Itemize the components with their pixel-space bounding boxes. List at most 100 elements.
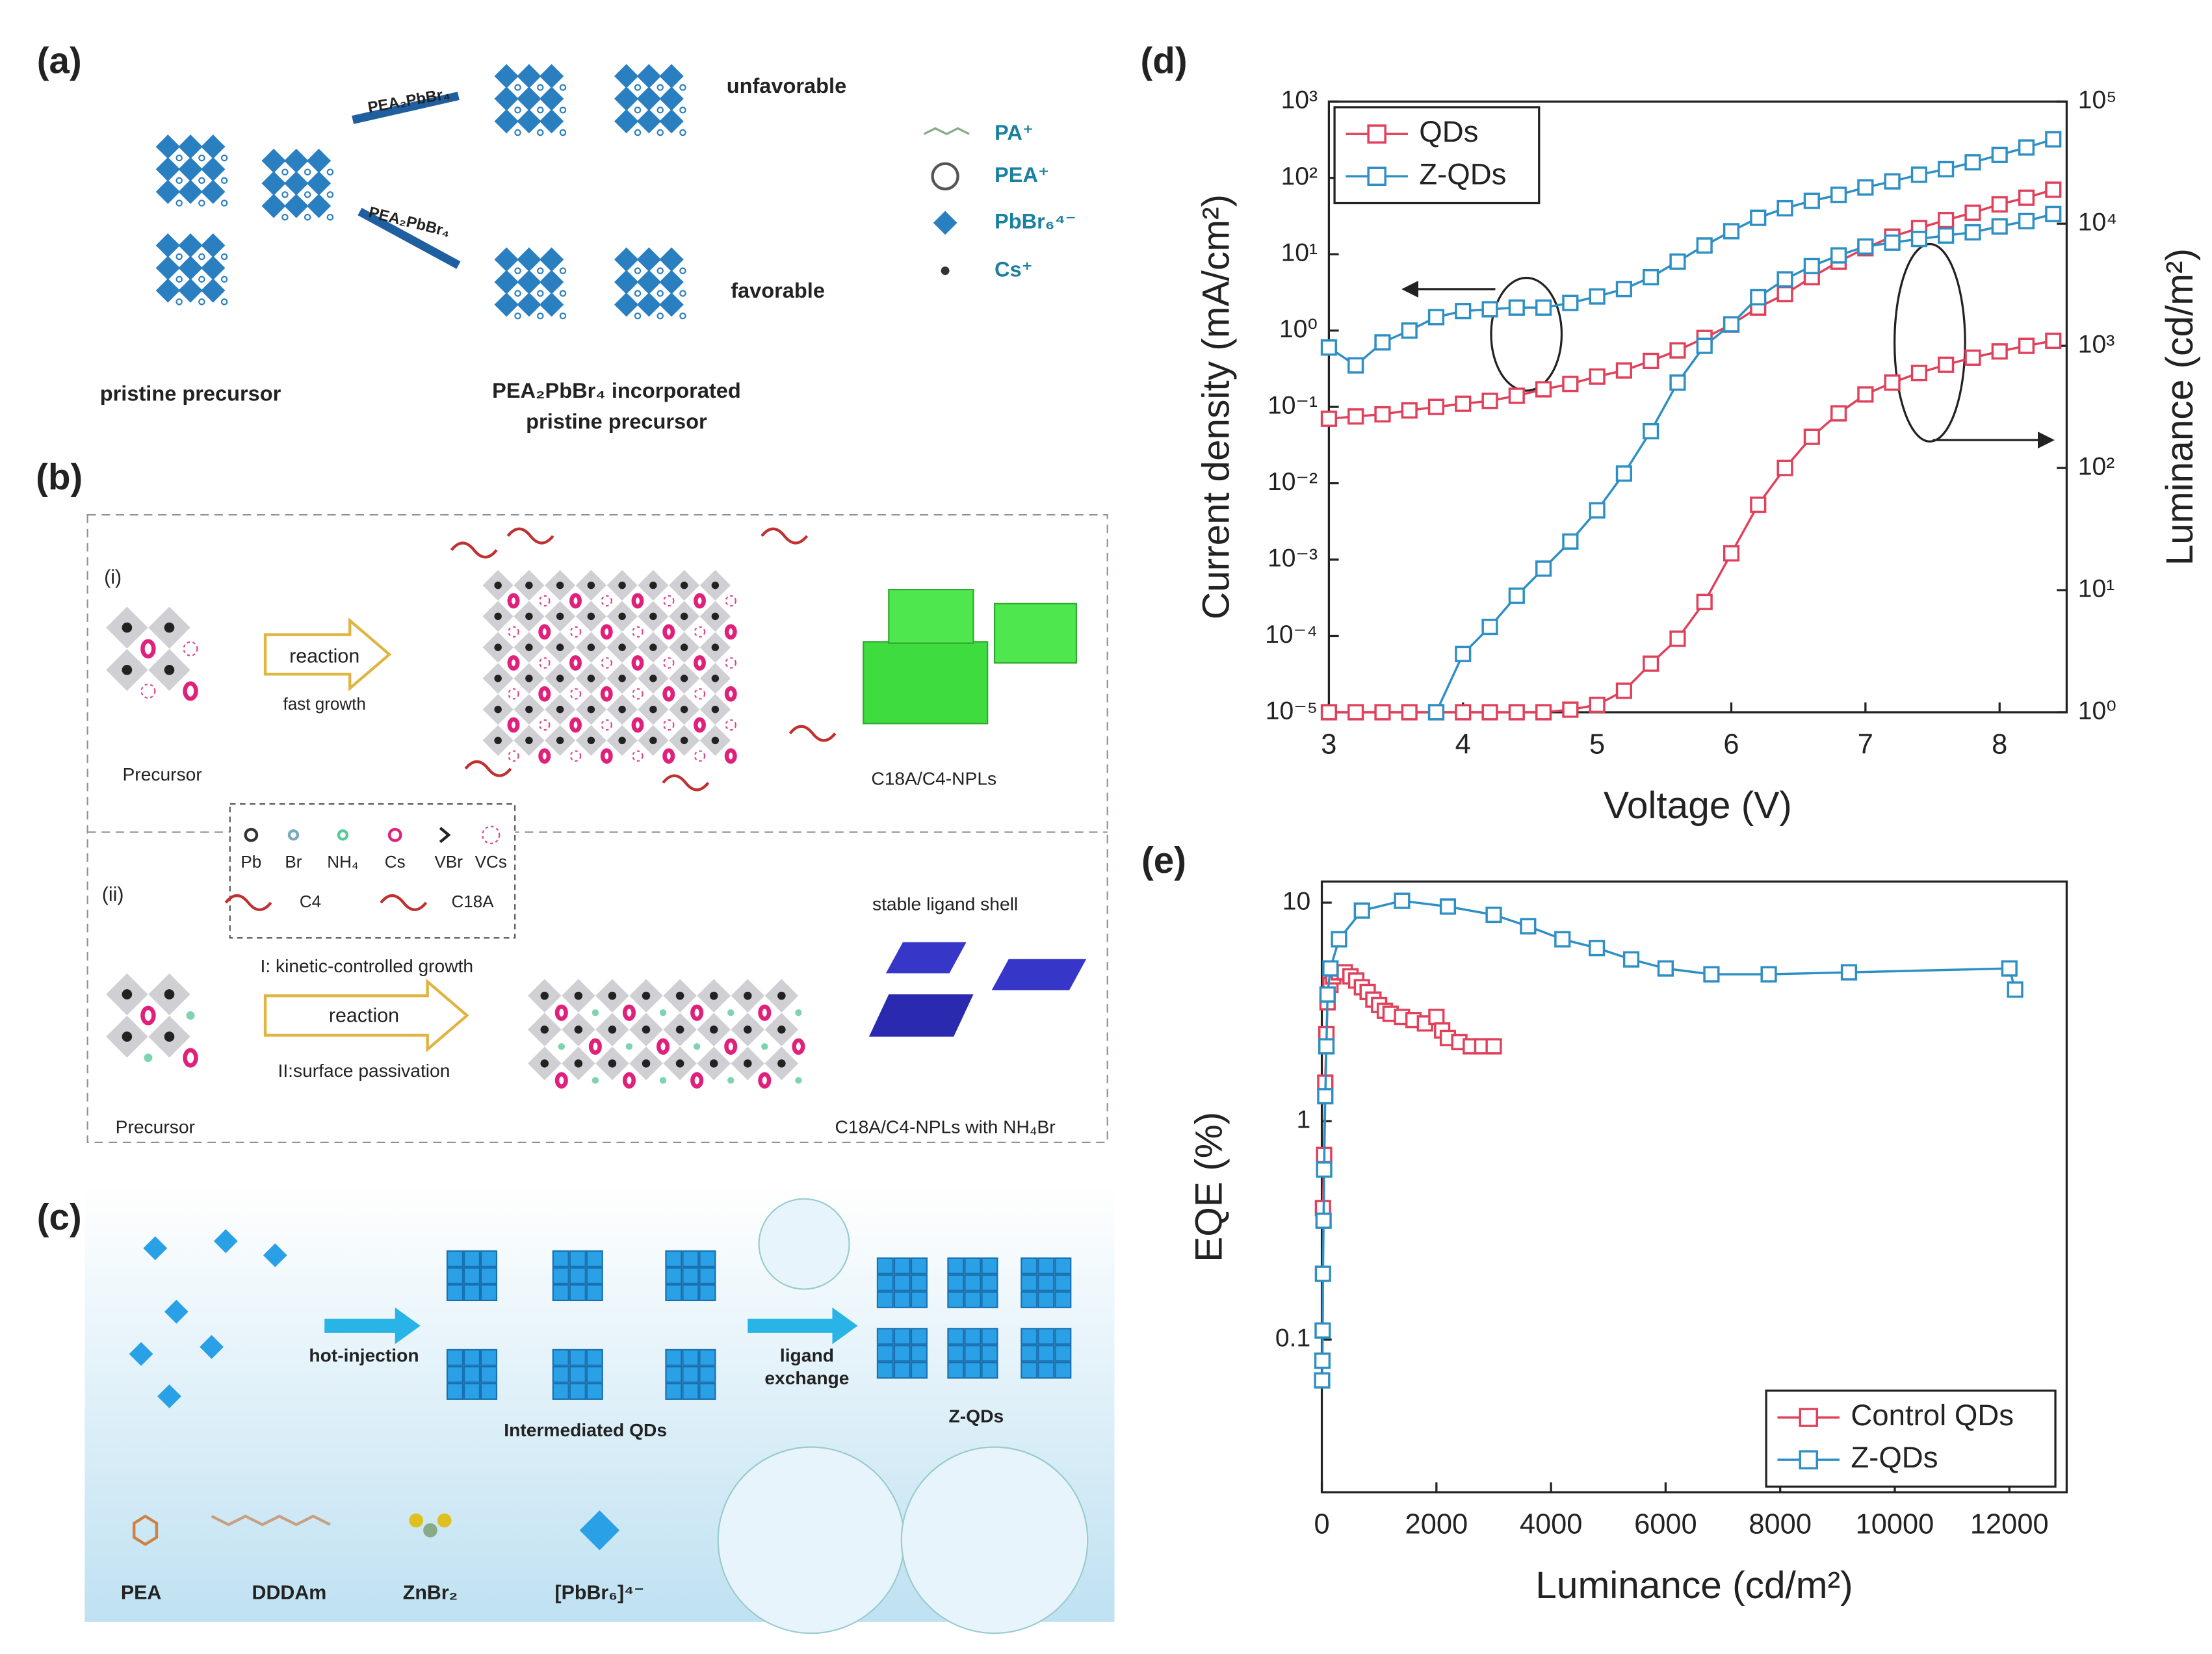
octahedron xyxy=(614,292,639,317)
reaction-arrow xyxy=(263,617,392,691)
cation xyxy=(559,312,567,320)
marker xyxy=(1615,281,1632,298)
cation xyxy=(634,84,642,91)
label: C18A xyxy=(452,892,495,911)
vacancy xyxy=(694,626,706,638)
panel-label: (c) xyxy=(37,1196,82,1237)
cation xyxy=(559,107,567,114)
octahedron xyxy=(636,109,662,134)
octahedron xyxy=(178,179,203,204)
quantum-dot xyxy=(463,1267,481,1284)
x-tick-label: 0 xyxy=(1314,1509,1329,1540)
cation xyxy=(536,267,544,274)
cesium xyxy=(140,639,156,659)
marker xyxy=(1331,931,1347,948)
cation xyxy=(657,267,664,274)
legend-marker xyxy=(1367,124,1386,144)
quantum-dot xyxy=(586,1250,603,1267)
label: ligand xyxy=(780,1345,834,1365)
cesium xyxy=(569,593,582,609)
lead xyxy=(777,1025,786,1034)
y2-tick-label: 10⁰ xyxy=(2078,697,2116,725)
nanoplatelet xyxy=(991,959,1087,990)
cesium xyxy=(622,1004,636,1021)
octahedron xyxy=(539,64,564,88)
cation xyxy=(281,191,289,198)
octahedron xyxy=(284,194,309,218)
znbr-icon xyxy=(437,1513,452,1528)
cation xyxy=(176,298,183,305)
quantum-dot xyxy=(1021,1257,1038,1274)
marker xyxy=(1750,209,1767,226)
quantum-dot xyxy=(665,1382,683,1400)
label: reaction xyxy=(289,645,359,667)
octahedron xyxy=(659,292,684,317)
lead xyxy=(122,665,133,675)
quantum-dot xyxy=(699,1267,716,1284)
marker xyxy=(1439,898,1457,915)
cation xyxy=(326,168,334,176)
marker xyxy=(1508,299,1525,316)
quantum-dot xyxy=(665,1365,683,1383)
quantum-dot xyxy=(981,1291,998,1308)
vacancy xyxy=(632,750,644,762)
cation xyxy=(304,168,311,176)
ligand xyxy=(761,527,809,545)
lead xyxy=(649,581,657,589)
octahedron xyxy=(178,135,203,159)
ammonium xyxy=(727,1009,735,1016)
marker xyxy=(1485,1038,1502,1055)
lead xyxy=(608,1059,617,1068)
label: II:surface passivation xyxy=(278,1060,450,1081)
quantum-dot xyxy=(910,1257,928,1274)
x-axis-label: Voltage (V) xyxy=(1604,784,1792,827)
process-arrow xyxy=(324,1307,421,1345)
quantum-dot xyxy=(1021,1274,1038,1291)
octahedron xyxy=(636,292,662,317)
marker xyxy=(1803,428,1820,445)
marker xyxy=(1964,204,1981,221)
quantum-dot xyxy=(981,1257,998,1274)
marker xyxy=(1991,218,2008,235)
cesium xyxy=(183,1048,198,1068)
cation xyxy=(176,154,183,162)
cation xyxy=(198,154,205,162)
lead xyxy=(540,1025,549,1034)
lead xyxy=(618,612,626,621)
cesium xyxy=(662,624,675,640)
label: unfavorable xyxy=(727,74,846,97)
lead xyxy=(574,1025,583,1034)
lead xyxy=(525,612,533,621)
lead xyxy=(494,581,502,589)
legend-icon xyxy=(941,266,950,276)
quantum-dot xyxy=(893,1257,911,1274)
lead xyxy=(556,581,564,589)
octahedron xyxy=(659,270,684,294)
quantum-dot xyxy=(910,1328,928,1345)
lead xyxy=(494,675,502,682)
x-tick-label: 5 xyxy=(1589,729,1605,760)
quantum-dot xyxy=(682,1284,699,1302)
cesium xyxy=(569,717,582,733)
legend-marker xyxy=(1367,166,1386,187)
octahedron xyxy=(178,157,203,182)
cesium xyxy=(622,1072,636,1089)
octahedron xyxy=(517,247,541,272)
label: stable ligand shell xyxy=(872,894,1018,914)
quantum-dot xyxy=(463,1284,481,1302)
quantum-dot xyxy=(1054,1328,1072,1345)
marker xyxy=(1455,303,1472,320)
lead xyxy=(122,1031,133,1042)
quantum-dot xyxy=(964,1362,982,1379)
znbr-icon xyxy=(409,1513,424,1528)
octahedron xyxy=(539,247,564,272)
octahedron xyxy=(201,135,226,159)
lead xyxy=(556,705,564,714)
zoom-circle xyxy=(758,1198,850,1290)
lead xyxy=(587,675,595,682)
octahedron xyxy=(517,86,541,111)
quantum-dot xyxy=(1037,1362,1055,1379)
cation xyxy=(326,191,334,198)
y-tick-label: 10³ xyxy=(1281,86,1318,114)
y-axis-label: Current density (mA/cm²) xyxy=(1195,194,1238,619)
